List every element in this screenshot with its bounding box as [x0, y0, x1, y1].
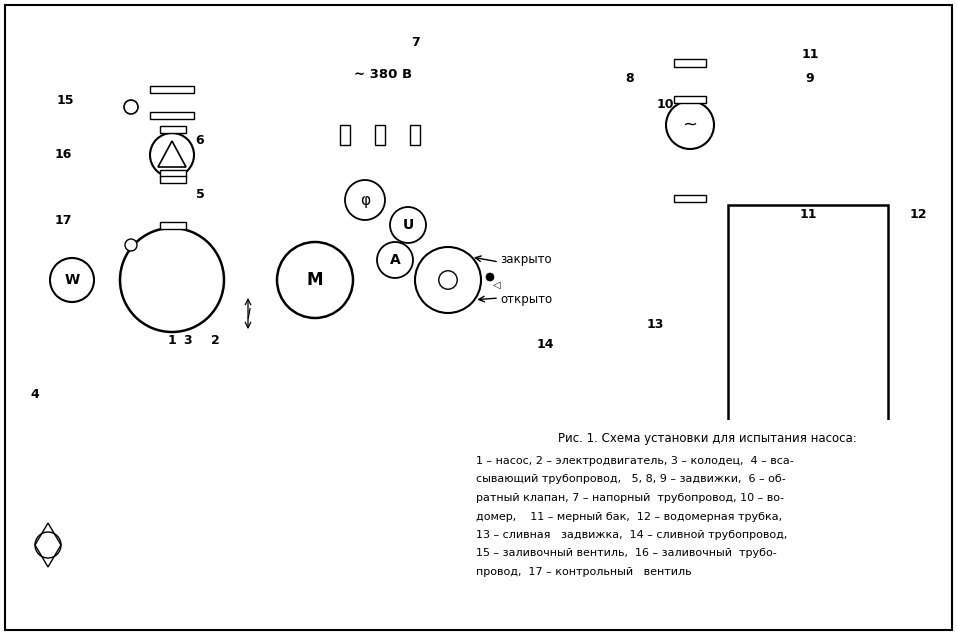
- Text: ◁: ◁: [493, 280, 501, 290]
- Text: домер,    11 – мерный бак,  12 – водомерная трубка,: домер, 11 – мерный бак, 12 – водомерная …: [476, 512, 782, 521]
- Text: 7: 7: [411, 36, 419, 50]
- Text: Рис. 1. Схема установки для испытания насоса:: Рис. 1. Схема установки для испытания на…: [558, 432, 857, 445]
- Circle shape: [415, 247, 481, 313]
- Text: 9: 9: [806, 72, 814, 84]
- Circle shape: [120, 228, 224, 332]
- Circle shape: [377, 242, 413, 278]
- Text: сывающий трубопровод,   5, 8, 9 – задвижки,  6 – об-: сывающий трубопровод, 5, 8, 9 – задвижки…: [476, 474, 786, 485]
- Circle shape: [50, 258, 94, 302]
- Circle shape: [345, 180, 385, 220]
- Text: l: l: [246, 308, 250, 322]
- Bar: [150, 86, 194, 93]
- Text: открыто: открыто: [500, 293, 552, 307]
- Circle shape: [125, 239, 137, 251]
- Circle shape: [390, 207, 426, 243]
- Bar: [410, 125, 420, 145]
- Text: 15 – заливочный вентиль,  16 – заливочный  трубо-: 15 – заливочный вентиль, 16 – заливочный…: [476, 549, 777, 559]
- Text: 11: 11: [799, 208, 816, 222]
- Text: 1: 1: [167, 333, 176, 347]
- Text: 15: 15: [56, 93, 74, 107]
- Bar: [160, 170, 186, 177]
- Circle shape: [666, 101, 714, 149]
- Bar: [674, 96, 706, 103]
- Bar: [674, 59, 706, 67]
- Text: ~ 380 В: ~ 380 В: [354, 69, 412, 81]
- Text: 12: 12: [909, 208, 926, 222]
- Text: 1 – насос, 2 – электродвигатель, 3 – колодец,  4 – вса-: 1 – насос, 2 – электродвигатель, 3 – кол…: [476, 456, 793, 466]
- Text: 14: 14: [536, 338, 554, 352]
- Text: закрыто: закрыто: [500, 253, 551, 267]
- Bar: [728, 205, 888, 470]
- Bar: [150, 112, 194, 119]
- Text: 6: 6: [195, 135, 204, 147]
- Text: W: W: [64, 273, 79, 287]
- Text: М: М: [307, 271, 323, 289]
- Text: 2: 2: [211, 333, 219, 347]
- Bar: [160, 176, 186, 183]
- Bar: [160, 126, 186, 133]
- Text: 13: 13: [646, 319, 664, 331]
- Circle shape: [35, 532, 61, 558]
- Text: 11: 11: [801, 48, 819, 62]
- Circle shape: [438, 271, 457, 289]
- Bar: [674, 195, 706, 202]
- Text: 8: 8: [626, 72, 634, 84]
- Bar: [160, 222, 186, 229]
- Text: A: A: [389, 253, 400, 267]
- Text: φ: φ: [360, 192, 370, 208]
- Text: ~: ~: [682, 116, 698, 134]
- Bar: [375, 125, 385, 145]
- Circle shape: [277, 242, 353, 318]
- Text: 17: 17: [55, 213, 72, 227]
- Text: 10: 10: [657, 98, 674, 112]
- Text: 13 – сливная   задвижка,  14 – сливной трубопровод,: 13 – сливная задвижка, 14 – сливной труб…: [476, 530, 788, 540]
- Text: провод,  17 – контрольный   вентиль: провод, 17 – контрольный вентиль: [476, 567, 692, 577]
- Bar: [340, 125, 350, 145]
- Circle shape: [486, 273, 494, 281]
- Text: 4: 4: [31, 389, 39, 401]
- Text: 5: 5: [195, 189, 205, 201]
- Circle shape: [150, 133, 194, 177]
- Text: U: U: [402, 218, 413, 232]
- Circle shape: [124, 100, 138, 114]
- Text: 16: 16: [55, 149, 72, 161]
- Text: ратный клапан, 7 – напорный  трубопровод, 10 – во-: ратный клапан, 7 – напорный трубопровод,…: [476, 493, 784, 503]
- Text: 3: 3: [183, 333, 191, 347]
- Bar: [468, 420, 946, 620]
